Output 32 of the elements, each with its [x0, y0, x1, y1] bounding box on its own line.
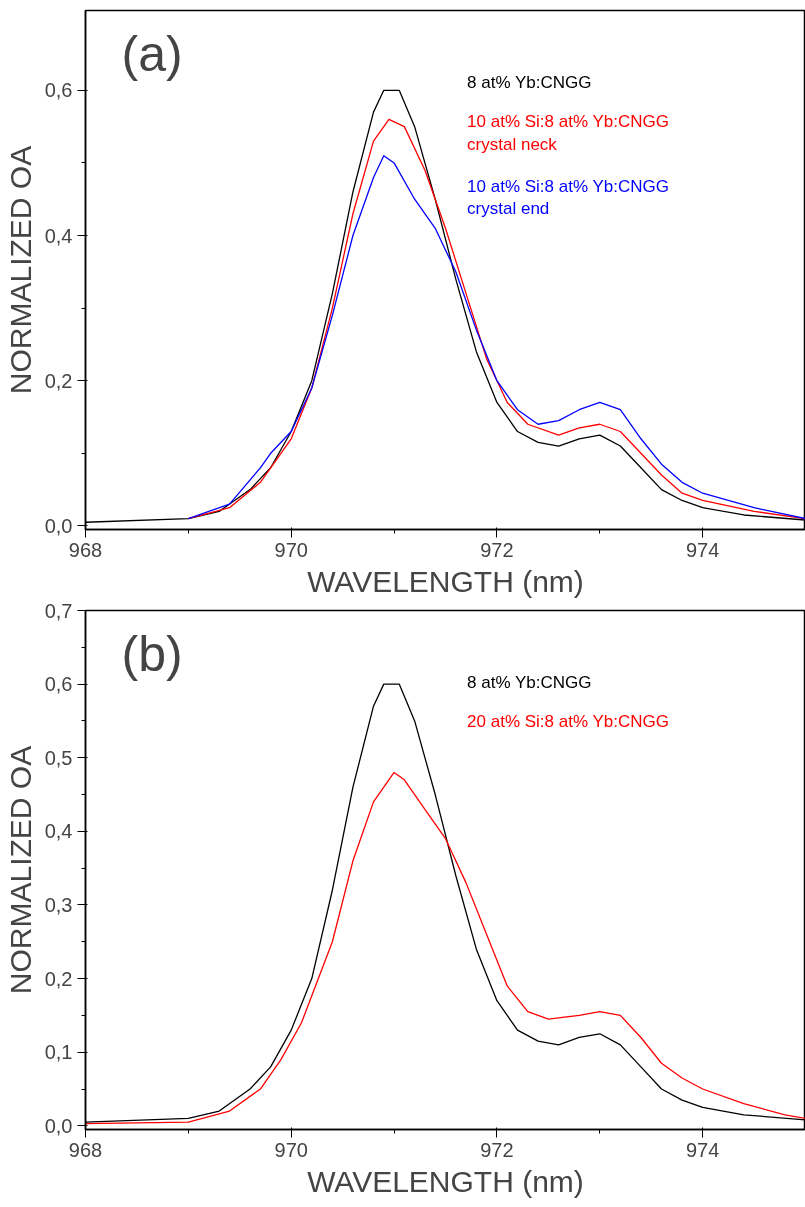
y-tick-label: 0,2	[44, 967, 73, 990]
y-axis-title: NORMALIZED OA	[3, 745, 37, 995]
x-tick-label: 968	[68, 1138, 103, 1161]
x-axis-title: WAVELENGTH (nm)	[307, 1164, 584, 1198]
x-tick-label: 972	[480, 538, 514, 561]
text: 8 at% Yb:CNGG	[467, 72, 592, 92]
y-tick-label: 0,4	[44, 820, 73, 843]
y-tick-label: 0,3	[44, 893, 73, 916]
y-tick-label: 0,0	[44, 1114, 73, 1137]
x-tick-label: 970	[274, 1138, 308, 1161]
x-axis-title: WAVELENGTH (nm)	[307, 564, 584, 598]
y-tick-label: 0,2	[44, 369, 73, 392]
y-axis-title: NORMALIZED OA	[3, 145, 37, 395]
series-label: 10 at% Si:8 at% Yb:CNGG crystal end	[467, 176, 670, 219]
text: 10 at% Si:8 at% Yb:CNGG crystal neck	[467, 111, 670, 154]
text: 8 at% Yb:CNGG	[467, 672, 592, 692]
y-tick-label: 0,7	[44, 599, 73, 622]
x-tick-label: 974	[685, 538, 720, 561]
annotation: (b)	[121, 626, 183, 683]
x-tick-label: 970	[274, 538, 308, 561]
y-tick-label: 0,6	[44, 673, 73, 696]
y-tick-label: 0,1	[44, 1041, 73, 1064]
y-tick-label: 0,6	[44, 79, 73, 102]
x-tick-label: 972	[480, 1138, 514, 1161]
x-tick-label: 968	[68, 538, 103, 561]
text: 20 at% Si:8 at% Yb:CNGG	[467, 711, 670, 731]
y-tick-label: 0,5	[44, 746, 73, 769]
x-tick-label: 974	[685, 1138, 720, 1161]
annotation: (a)	[121, 26, 183, 83]
y-tick-label: 0,0	[44, 514, 73, 537]
line-series	[85, 771, 805, 1125]
y-tick-label: 0,4	[44, 224, 73, 247]
